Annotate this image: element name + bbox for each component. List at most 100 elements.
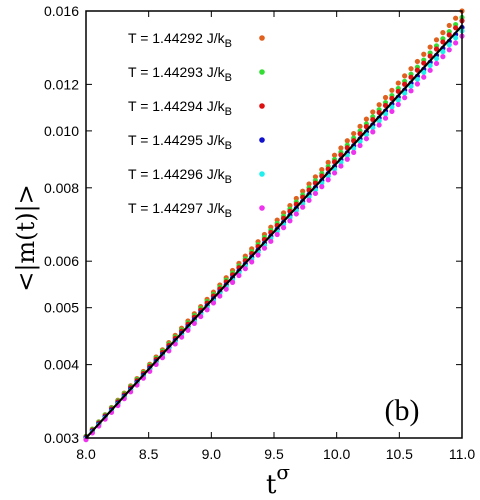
data-point <box>280 225 287 231</box>
data-point <box>312 174 319 180</box>
legend-text: T = 1.44294 J/k <box>128 98 226 114</box>
data-point <box>395 101 401 108</box>
data-point <box>382 94 389 101</box>
legend-label-1: T = 1.44292 J/kB <box>128 30 232 50</box>
data-point <box>440 30 446 36</box>
legend-text: T = 1.44297 J/k <box>128 200 226 216</box>
data-point <box>344 138 350 144</box>
data-point <box>293 211 299 217</box>
data-point <box>229 279 236 285</box>
legend-marker-3 <box>259 103 265 109</box>
series-6 <box>83 33 465 443</box>
data-point <box>300 204 306 210</box>
legend-label-6: T = 1.44297 J/kB <box>128 200 232 220</box>
data-point <box>446 42 452 48</box>
legend-marker-1 <box>259 35 265 41</box>
data-point <box>453 40 459 46</box>
data-point <box>389 87 395 93</box>
data-point <box>370 109 376 115</box>
data-point <box>357 142 363 149</box>
x-tick-label: 8.0 <box>76 446 96 462</box>
data-point <box>249 259 255 265</box>
data-point <box>414 58 420 65</box>
data-point <box>293 195 299 202</box>
data-point <box>395 97 401 103</box>
data-point <box>338 145 344 151</box>
data-point <box>363 136 370 142</box>
legend-marker-6 <box>259 205 265 211</box>
y-tick-label: 0.010 <box>44 123 79 139</box>
data-point <box>421 69 427 75</box>
data-point <box>236 272 242 279</box>
y-tick-label: 0.004 <box>44 357 79 373</box>
x-axis-title: tσ <box>266 460 290 500</box>
data-point <box>433 37 440 43</box>
data-point <box>395 80 401 86</box>
data-point <box>414 76 420 82</box>
plot-frame <box>85 10 463 439</box>
data-point <box>402 81 408 87</box>
legend-subscript: B <box>225 38 232 50</box>
data-point <box>223 286 229 292</box>
y-tick-label: 0.008 <box>44 180 79 196</box>
legend-label-2: T = 1.44293 J/kB <box>128 64 232 84</box>
data-point <box>363 116 370 122</box>
data-point <box>440 54 446 60</box>
data-point <box>319 184 325 190</box>
legend-subscript: B <box>225 72 232 84</box>
legend-text: T = 1.44295 J/k <box>128 132 226 148</box>
fit-line <box>85 25 463 439</box>
data-point <box>446 32 452 38</box>
data-point <box>325 177 331 183</box>
x-tick-label: 11.0 <box>449 446 475 462</box>
data-point <box>408 66 414 72</box>
data-point <box>421 74 427 80</box>
data-point <box>261 245 268 251</box>
fit-line-layer <box>85 25 463 439</box>
legend-subscript: B <box>225 174 232 186</box>
data-point <box>268 238 274 244</box>
data-point <box>408 74 414 80</box>
legend-text: T = 1.44293 J/k <box>128 64 226 80</box>
x-tick-label: 8.5 <box>139 446 159 462</box>
data-point <box>440 49 446 55</box>
data-point <box>242 266 248 272</box>
y-tick-label: 0.016 <box>44 3 79 19</box>
series-3 <box>83 18 465 440</box>
data-point <box>306 181 312 187</box>
data-point <box>433 60 440 67</box>
x-tick-label: 9.5 <box>264 446 284 462</box>
data-point <box>421 60 427 66</box>
data-point <box>453 15 459 21</box>
x-tick-label: 10.5 <box>386 446 413 462</box>
data-point <box>338 163 344 169</box>
data-point <box>274 231 280 238</box>
legend-subscript: B <box>225 208 232 220</box>
legend: T = 1.44292 J/kBT = 1.44293 J/kBT = 1.44… <box>128 30 265 220</box>
x-axis-title-sup: σ <box>276 460 290 484</box>
legend-label-4: T = 1.44295 J/kB <box>128 132 232 152</box>
panel-label: (b) <box>385 394 420 427</box>
x-axis-title-base: t <box>266 470 277 500</box>
data-point <box>433 55 440 62</box>
data-point <box>306 197 312 203</box>
data-point <box>344 156 350 162</box>
data-point <box>440 39 446 45</box>
data-point <box>351 130 357 137</box>
y-tick-label: 0.006 <box>44 253 79 269</box>
legend-subscript: B <box>225 140 232 152</box>
data-point <box>414 67 420 73</box>
data-point <box>446 47 452 53</box>
y-tick-label: 0.003 <box>44 430 79 446</box>
axis-ticks: 8.0 8.5 9.0 9.5 10.0 10.5 11.0 0.003 0.004 0.005 0… <box>44 3 475 462</box>
data-point <box>414 81 420 87</box>
data-point <box>331 170 338 176</box>
data-point <box>376 102 382 108</box>
data-point <box>446 22 452 29</box>
data-point <box>217 293 223 299</box>
data-point <box>421 51 427 57</box>
x-tick-label: 10.0 <box>323 446 350 462</box>
data-point <box>402 90 408 96</box>
data-point <box>210 300 217 306</box>
